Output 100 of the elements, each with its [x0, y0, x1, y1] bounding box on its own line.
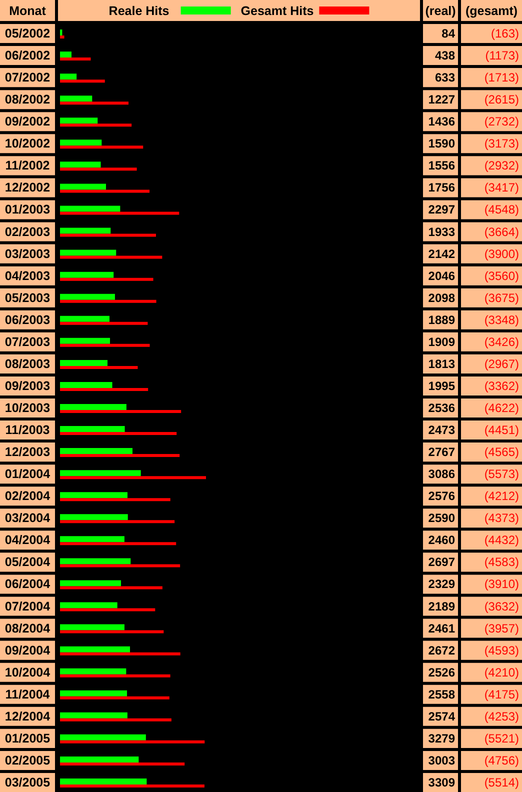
bar — [60, 124, 132, 127]
data-label: 1756 — [428, 180, 456, 195]
data-label: (4175) — [484, 687, 520, 702]
bar — [60, 602, 118, 608]
bar — [60, 520, 175, 524]
bar — [60, 470, 141, 476]
data-label: 1436 — [428, 114, 456, 129]
y-tick-label: 06/2003 — [4, 312, 50, 327]
y-tick-label: 12/2004 — [4, 709, 50, 724]
data-label: 2189 — [428, 599, 456, 614]
data-label: (5514) — [484, 775, 520, 790]
text: (gesamt) — [465, 4, 518, 18]
data-label: 2558 — [428, 687, 456, 702]
bar — [60, 696, 170, 700]
bar — [60, 492, 128, 498]
y-tick-label: 08/2002 — [4, 92, 50, 107]
y-tick-label: 04/2004 — [4, 533, 50, 548]
bar — [60, 668, 126, 674]
bar — [60, 162, 101, 168]
y-tick-label: 05/2002 — [4, 26, 50, 41]
bar — [60, 536, 124, 542]
bar — [60, 740, 205, 744]
y-tick-label: 12/2002 — [4, 180, 50, 195]
bar — [60, 58, 91, 61]
data-label: 2461 — [428, 621, 456, 636]
bar — [60, 256, 162, 259]
y-tick-label: 07/2003 — [4, 334, 50, 349]
data-label: 2098 — [428, 290, 456, 305]
y-tick-label: 09/2003 — [4, 378, 50, 393]
bar — [60, 646, 130, 652]
y-tick-label: 08/2004 — [4, 621, 50, 636]
bar — [60, 580, 122, 586]
bar — [60, 674, 170, 678]
data-label: (3417) — [484, 180, 520, 195]
data-label: (4253) — [484, 709, 520, 724]
bar — [60, 300, 156, 303]
y-axis-title: Monat — [9, 4, 47, 18]
bar — [60, 762, 185, 766]
bar — [60, 168, 137, 171]
data-label: (5521) — [484, 731, 520, 746]
data-label: (3632) — [484, 599, 520, 614]
data-label: 2297 — [428, 202, 456, 217]
data-label: 2329 — [428, 577, 456, 592]
y-tick-label: 07/2002 — [4, 70, 50, 85]
data-label: 1590 — [428, 136, 456, 151]
data-label: (3957) — [484, 621, 520, 636]
bar — [60, 206, 120, 212]
data-label: (4593) — [484, 643, 520, 658]
bar — [60, 80, 105, 83]
bar — [60, 432, 177, 436]
bar — [60, 734, 146, 740]
data-label: 1813 — [428, 356, 456, 371]
y-tick-label: 09/2004 — [4, 643, 50, 658]
legend-label: Gesamt Hits — [240, 4, 314, 18]
data-label: 3309 — [428, 775, 456, 790]
bar — [60, 184, 106, 190]
text: (real) — [425, 4, 456, 18]
y-tick-label: 12/2003 — [4, 445, 50, 460]
y-tick-label: 11/2003 — [5, 423, 50, 438]
data-label: 2576 — [428, 489, 456, 504]
data-label: (3173) — [484, 136, 520, 151]
y-tick-label: 10/2002 — [4, 136, 50, 151]
data-label: 1909 — [428, 334, 456, 349]
data-label: 2526 — [428, 665, 456, 680]
data-label: (4373) — [484, 511, 520, 526]
data-label: 2767 — [428, 445, 456, 460]
bar — [60, 190, 150, 193]
bar — [60, 624, 124, 630]
data-label: (3900) — [484, 246, 520, 261]
bar — [60, 756, 139, 762]
bar — [60, 234, 156, 237]
bar — [60, 212, 180, 215]
data-label: (2732) — [484, 114, 520, 129]
bar — [60, 36, 64, 39]
data-label: (5573) — [484, 467, 520, 482]
data-label: 84 — [442, 26, 456, 41]
data-label: 1995 — [428, 378, 456, 393]
data-label: 2142 — [428, 246, 456, 261]
bar — [60, 118, 98, 124]
y-tick-label: 06/2002 — [4, 48, 50, 63]
bar — [60, 272, 114, 278]
data-label: (163) — [490, 26, 519, 41]
y-tick-label: 03/2004 — [4, 511, 50, 526]
data-label: (3910) — [484, 577, 520, 592]
bar — [60, 404, 126, 410]
y-tick-label: 08/2003 — [4, 356, 50, 371]
data-label: 2046 — [428, 268, 456, 283]
y-tick-label: 02/2003 — [4, 224, 50, 239]
y-tick-label: 06/2004 — [4, 577, 50, 592]
y-tick-label: 10/2004 — [4, 665, 50, 680]
data-label: 3086 — [428, 467, 456, 482]
bar — [60, 652, 180, 656]
data-label: (1713) — [484, 70, 520, 85]
data-label: (3426) — [484, 334, 520, 349]
data-label: 2574 — [428, 709, 456, 724]
bar — [60, 690, 128, 696]
bar — [60, 388, 148, 391]
data-label: 2672 — [428, 643, 456, 658]
y-tick-label: 11/2002 — [5, 158, 50, 173]
bar — [60, 322, 148, 325]
